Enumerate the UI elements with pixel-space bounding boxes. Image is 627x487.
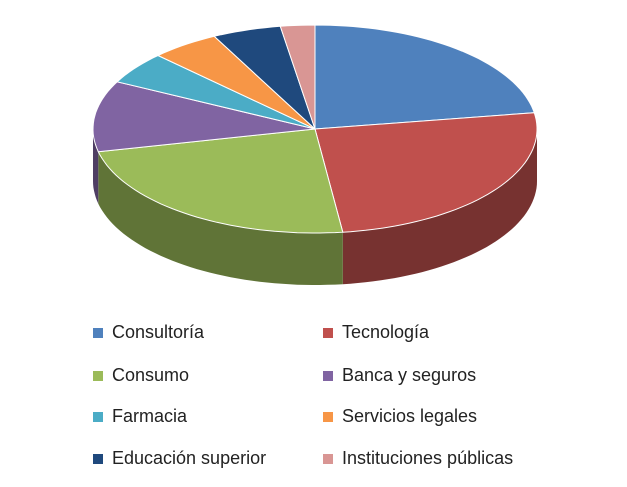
legend-label: Servicios legales	[342, 406, 477, 426]
legend-swatch	[93, 328, 103, 338]
slice	[314, 24, 536, 130]
legend-swatch	[323, 412, 333, 422]
slice	[314, 112, 538, 233]
legend-label: Tecnología	[342, 322, 430, 342]
legend-swatch	[93, 454, 103, 464]
slice	[116, 54, 316, 130]
legend-swatch	[323, 371, 333, 381]
legend-label: Educación superior	[112, 448, 266, 468]
legend-swatch	[93, 412, 103, 422]
legend-swatch	[323, 328, 333, 338]
legend-label: Instituciones públicas	[342, 448, 513, 468]
legend-label: Banca y seguros	[342, 365, 476, 385]
legend-label: Consultoría	[112, 322, 205, 342]
slice	[92, 81, 316, 153]
legend-swatch	[93, 371, 103, 381]
legend-label: Farmacia	[112, 406, 188, 426]
slice	[156, 35, 316, 130]
slice-side	[342, 129, 537, 285]
legend-label: Consumo	[112, 365, 189, 385]
slice-side	[93, 129, 99, 204]
legend-swatch	[323, 454, 333, 464]
slice	[279, 24, 316, 130]
slice	[97, 128, 344, 234]
slice	[213, 25, 316, 130]
slice-side	[98, 151, 343, 285]
